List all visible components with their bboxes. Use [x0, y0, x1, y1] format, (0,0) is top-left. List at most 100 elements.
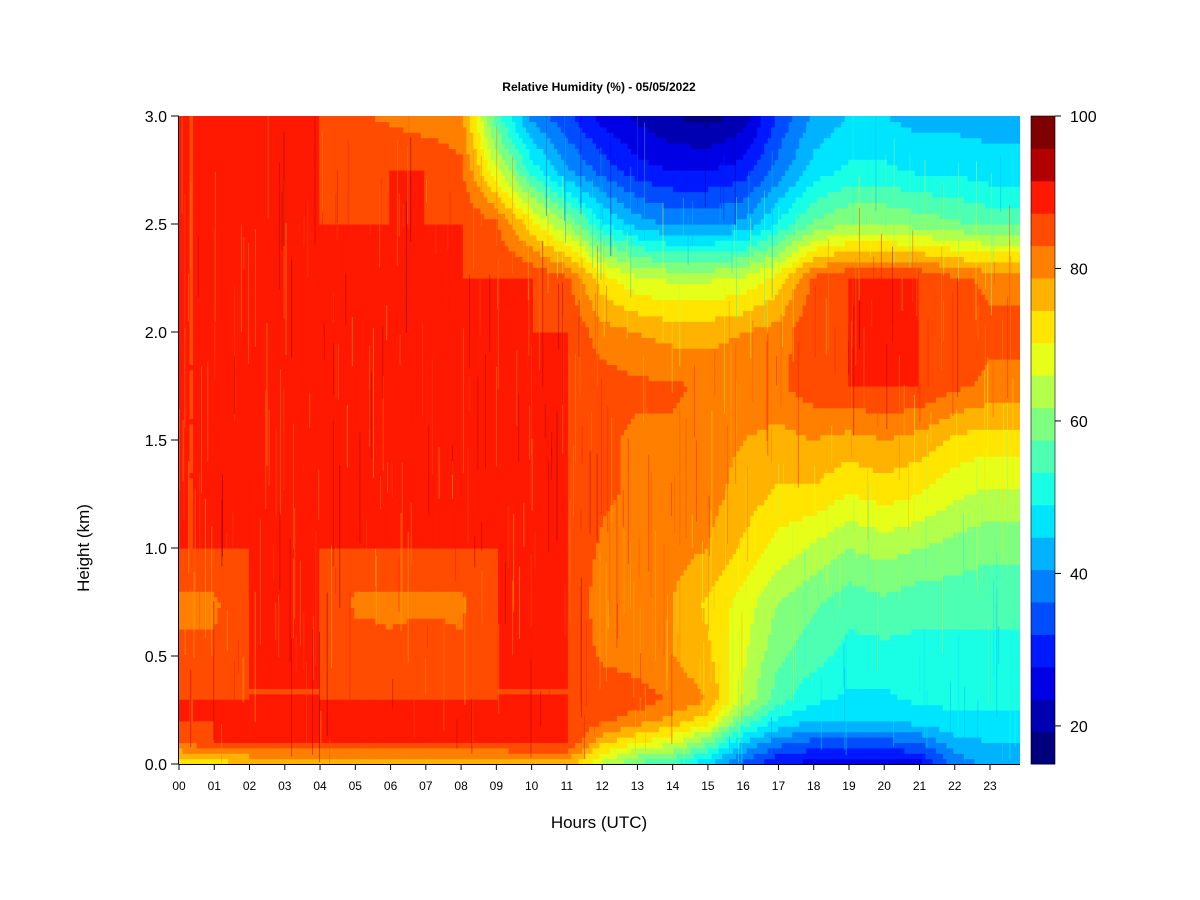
heatmap-cell [273, 693, 278, 700]
heatmap-cell [308, 186, 313, 193]
heatmap-cell [270, 548, 275, 554]
heatmap-cell [210, 704, 215, 711]
heatmap-cell [315, 499, 320, 506]
heatmap-cell [277, 369, 282, 376]
heatmap-cell [207, 531, 212, 538]
heatmap-cell [294, 315, 299, 322]
heatmap-cell [259, 175, 264, 182]
heatmap-cell [252, 180, 257, 187]
heatmap-cell [315, 175, 320, 182]
heatmap-cell [252, 456, 257, 463]
heatmap-cell [224, 267, 229, 274]
heatmap-cell [319, 607, 324, 614]
heatmap-cell [284, 677, 289, 684]
heatmap-cell [214, 380, 219, 387]
heatmap-cell [228, 202, 233, 209]
heatmap-cell [203, 677, 208, 684]
heatmap-cell [221, 612, 226, 619]
heatmap-cell [179, 407, 184, 414]
heatmap-cell [249, 332, 254, 338]
heatmap-cell [249, 607, 254, 614]
heatmap-cell [179, 413, 184, 419]
heatmap-cell [200, 153, 205, 160]
heatmap-cell [305, 602, 310, 608]
heatmap-cell [217, 553, 222, 560]
heatmap-cell [270, 240, 275, 247]
heatmap-cell [291, 661, 296, 668]
heatmap-cell [263, 596, 268, 603]
heatmap-cell [242, 650, 247, 657]
heatmap-cell [280, 332, 285, 338]
heatmap-cell [270, 148, 275, 155]
heatmap-cell [277, 391, 282, 398]
heatmap-cell [294, 618, 299, 625]
heatmap-cell [305, 494, 310, 500]
heatmap-cell [217, 272, 222, 279]
heatmap-cell [273, 353, 278, 360]
heatmap-cell [287, 715, 292, 722]
heatmap-cell [238, 607, 243, 614]
heatmap-cell [270, 407, 275, 414]
heatmap-cell [252, 353, 257, 360]
heatmap-cell [231, 207, 236, 214]
heatmap-cell [210, 364, 215, 371]
heatmap-cell [266, 537, 271, 544]
heatmap-cell [238, 747, 243, 754]
heatmap-cell [280, 704, 285, 711]
heatmap-cell [182, 731, 187, 738]
heatmap-cell [294, 251, 299, 257]
heatmap-cell [228, 515, 233, 522]
heatmap-cell [312, 666, 317, 673]
heatmap-cell [210, 742, 215, 749]
heatmap-cell [273, 348, 278, 355]
heatmap-cell [319, 132, 324, 139]
heatmap-cell [270, 418, 275, 425]
heatmap-cell [224, 634, 229, 641]
heatmap-cell [182, 666, 187, 673]
heatmap-cell [256, 677, 261, 684]
heatmap-cell [252, 386, 257, 392]
heatmap-cell [294, 126, 299, 133]
heatmap-cell [308, 310, 313, 317]
heatmap-cell [182, 639, 187, 646]
heatmap-cell [196, 553, 201, 560]
heatmap-cell [280, 375, 285, 382]
heatmap-cell [291, 191, 296, 198]
heatmap-cell [249, 450, 254, 457]
heatmap-cell [312, 407, 317, 414]
heatmap-cell [186, 612, 191, 619]
heatmap-cell [291, 213, 296, 220]
heatmap-cell [312, 175, 317, 182]
heatmap-cell [294, 742, 299, 749]
heatmap-cell [252, 261, 257, 268]
heatmap-cell [263, 450, 268, 457]
heatmap-cell [186, 245, 191, 252]
heatmap-cell [312, 672, 317, 679]
heatmap-cell [277, 288, 282, 295]
heatmap-cell [179, 245, 184, 252]
heatmap-cell [273, 521, 278, 527]
heatmap-cell [224, 240, 229, 247]
heatmap-cell [294, 607, 299, 614]
heatmap-cell [214, 564, 219, 571]
heatmap-cell [217, 261, 222, 268]
heatmap-cell [280, 251, 285, 257]
heatmap-cell [228, 251, 233, 257]
heatmap-cell [242, 375, 247, 382]
heatmap-cell [207, 494, 212, 500]
heatmap-cell [294, 191, 299, 198]
heatmap-cell [235, 170, 240, 176]
heatmap-cell [256, 720, 261, 727]
heatmap-cell [270, 623, 275, 630]
heatmap-cell [231, 224, 236, 230]
heatmap-cell [308, 126, 313, 133]
heatmap-cell [214, 440, 219, 446]
heatmap-cell [200, 413, 205, 419]
heatmap-cell [210, 143, 215, 149]
heatmap-cell [228, 369, 233, 376]
heatmap-cell [312, 677, 317, 684]
heatmap-cell [301, 531, 306, 538]
heatmap-cell [322, 607, 327, 614]
heatmap-cell [231, 121, 236, 128]
heatmap-cell [245, 175, 250, 182]
